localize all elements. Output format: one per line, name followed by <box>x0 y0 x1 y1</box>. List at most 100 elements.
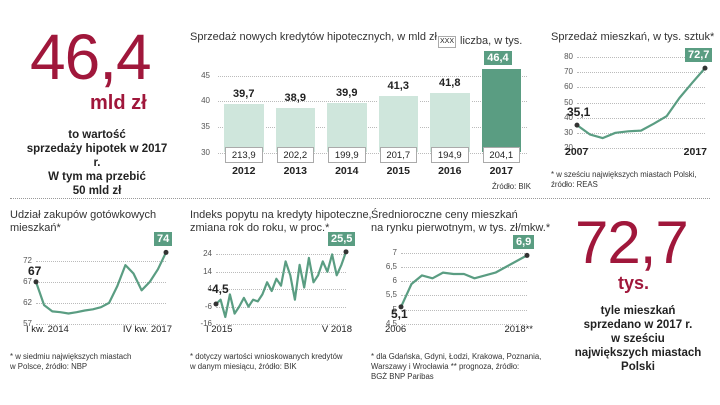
count-label: 202,2 <box>276 147 314 163</box>
end-point <box>702 65 708 71</box>
y-tick-label: 40 <box>201 96 210 106</box>
count-label: 213,9 <box>225 147 263 163</box>
gridline <box>577 57 705 59</box>
line-plot <box>574 65 708 140</box>
series-line <box>34 251 167 315</box>
count-label: 201,7 <box>379 147 417 163</box>
bar-value-label: 39,9 <box>336 86 358 99</box>
demand-chart-note: * dotyczy wartości wnioskowanych kredytó… <box>190 352 343 372</box>
note-line: w Polsce, źródło: NBP <box>10 362 88 371</box>
bar-chart-source: Źródło: BIK <box>492 182 531 191</box>
gridline <box>36 281 166 283</box>
gridline <box>577 72 705 74</box>
y-tick-label: -16 <box>200 319 212 328</box>
y-tick-label: 72 <box>23 255 32 265</box>
end-value-label: 6,9 <box>513 235 535 250</box>
y-tick-label: 40 <box>564 112 573 122</box>
title-line: Udział zakupów gotówkowych <box>10 209 157 221</box>
gridline <box>216 324 346 325</box>
gridline <box>218 101 527 103</box>
start-value-label: 35,1 <box>567 105 591 120</box>
y-tick-label: 4,5 <box>385 319 397 328</box>
end-value-label: 25,5 <box>328 231 356 246</box>
cash-chart-note: * w siedmiu największych miastach w Pols… <box>10 352 131 372</box>
legend-box: XXX <box>438 36 456 48</box>
right-caption-line: tyle mieszkań <box>600 305 676 317</box>
x-tick-label: 2018** <box>504 324 533 335</box>
left-stat-unit: mld zł <box>90 92 147 114</box>
x-tick-label: I kw. 2014 <box>26 324 69 335</box>
y-tick-label: 50 <box>564 97 573 107</box>
start-value-label: -4,5 <box>208 282 229 296</box>
note-line: * w sześciu największych miastach Polski… <box>551 170 697 179</box>
note-line: BGŻ BNP Paribas <box>371 372 434 381</box>
title-line: na rynku pierwotnym, w tys. zł/mkw.* <box>371 222 551 234</box>
cash-chart-title: Udział zakupów gotówkowych mieszkań* <box>10 209 156 235</box>
right-caption-line: największych miastach Polski <box>574 347 702 373</box>
bar-chart: 45 40 35 30 39,7 213,9 2012 38,9 202,2 2013 39,9 19… <box>190 50 535 195</box>
start-point <box>33 279 39 285</box>
y-tick-label: 30 <box>201 148 210 157</box>
y-tick-label: 6,5 <box>385 261 397 271</box>
y-tick-label: 4 <box>207 284 212 294</box>
x-tick-label: 2015 <box>386 165 410 177</box>
left-stat-value: 46,4 <box>30 21 152 93</box>
y-tick-label: 35 <box>201 122 210 132</box>
y-tick-label: 45 <box>201 70 210 80</box>
gridline <box>218 75 527 77</box>
bar <box>223 102 265 153</box>
demand-line-chart: 24 14 4 -6 -16 -4,5 25,5 I 2015 V 2018 <box>190 231 360 346</box>
end-point <box>524 252 530 258</box>
bar <box>480 68 522 153</box>
right-stat-unit: tys. <box>618 273 650 293</box>
gridline <box>401 266 527 268</box>
line-plot <box>398 252 530 310</box>
note-line: * dotyczy wartości wnioskowanych kredytó… <box>190 352 343 361</box>
x-tick-label: 2012 <box>232 165 256 177</box>
start-point <box>574 122 580 128</box>
end-point <box>343 249 349 255</box>
gridline <box>216 254 346 256</box>
x-tick-label: 2013 <box>283 165 307 177</box>
sales-chart-title: Sprzedaż mieszkań, w tys. sztuk* <box>551 31 715 43</box>
y-tick-label: 57 <box>23 319 32 328</box>
x-tick-label: 2016 <box>438 165 462 177</box>
gridline <box>401 252 527 254</box>
x-tick-label: 2007 <box>565 146 589 158</box>
note-line: * w siedmiu największych miastach <box>10 352 132 361</box>
count-label: 204,1 <box>482 147 520 163</box>
y-tick-label: 14 <box>203 266 212 276</box>
demand-chart-title: Indeks popytu na kredyty hipoteczne, zmi… <box>190 209 372 235</box>
gridline <box>216 306 346 308</box>
note-line: w danym miesiącu, źródło: BIK <box>190 362 297 371</box>
start-point <box>398 304 404 310</box>
gridline <box>401 281 527 283</box>
gridline <box>577 148 705 149</box>
price-chart-note: * dla Gdańska, Gdyni, Łodzi, Krakowa, Po… <box>371 352 541 382</box>
title-line: zmiana rok do roku, w proc.* <box>190 222 330 234</box>
bar-chart-title: Sprzedaż nowych kredytów hipotecznych, w… <box>190 31 437 43</box>
series-line <box>215 251 348 319</box>
gridline <box>36 260 166 262</box>
gridline <box>577 132 705 134</box>
y-tick-label: 5,5 <box>385 290 397 300</box>
x-tick-label: 2006 <box>385 324 407 335</box>
right-caption-line: sprzedano w 2017 r. <box>583 319 693 331</box>
y-tick-label: 70 <box>564 67 573 77</box>
bar <box>274 107 316 153</box>
start-value-label: 5,1 <box>391 306 408 321</box>
y-tick-label: 7 <box>392 247 397 257</box>
note-line: Warszawy i Wrocławia ** prognoza, źródło… <box>371 362 520 371</box>
gridline <box>401 295 527 297</box>
start-value-label: 67 <box>28 263 42 278</box>
gridline <box>401 309 527 311</box>
line-plot <box>33 249 169 315</box>
separator <box>10 198 710 199</box>
left-caption-line: W tym ma przebić <box>48 171 146 183</box>
end-value-label: 72,7 <box>685 48 713 63</box>
count-label: 194,9 <box>431 147 469 163</box>
bar <box>377 94 419 153</box>
gridline <box>218 153 527 154</box>
y-tick-label: 80 <box>564 52 573 62</box>
left-caption-line: sprzedaży hipotek w 2017 r. <box>26 143 168 169</box>
